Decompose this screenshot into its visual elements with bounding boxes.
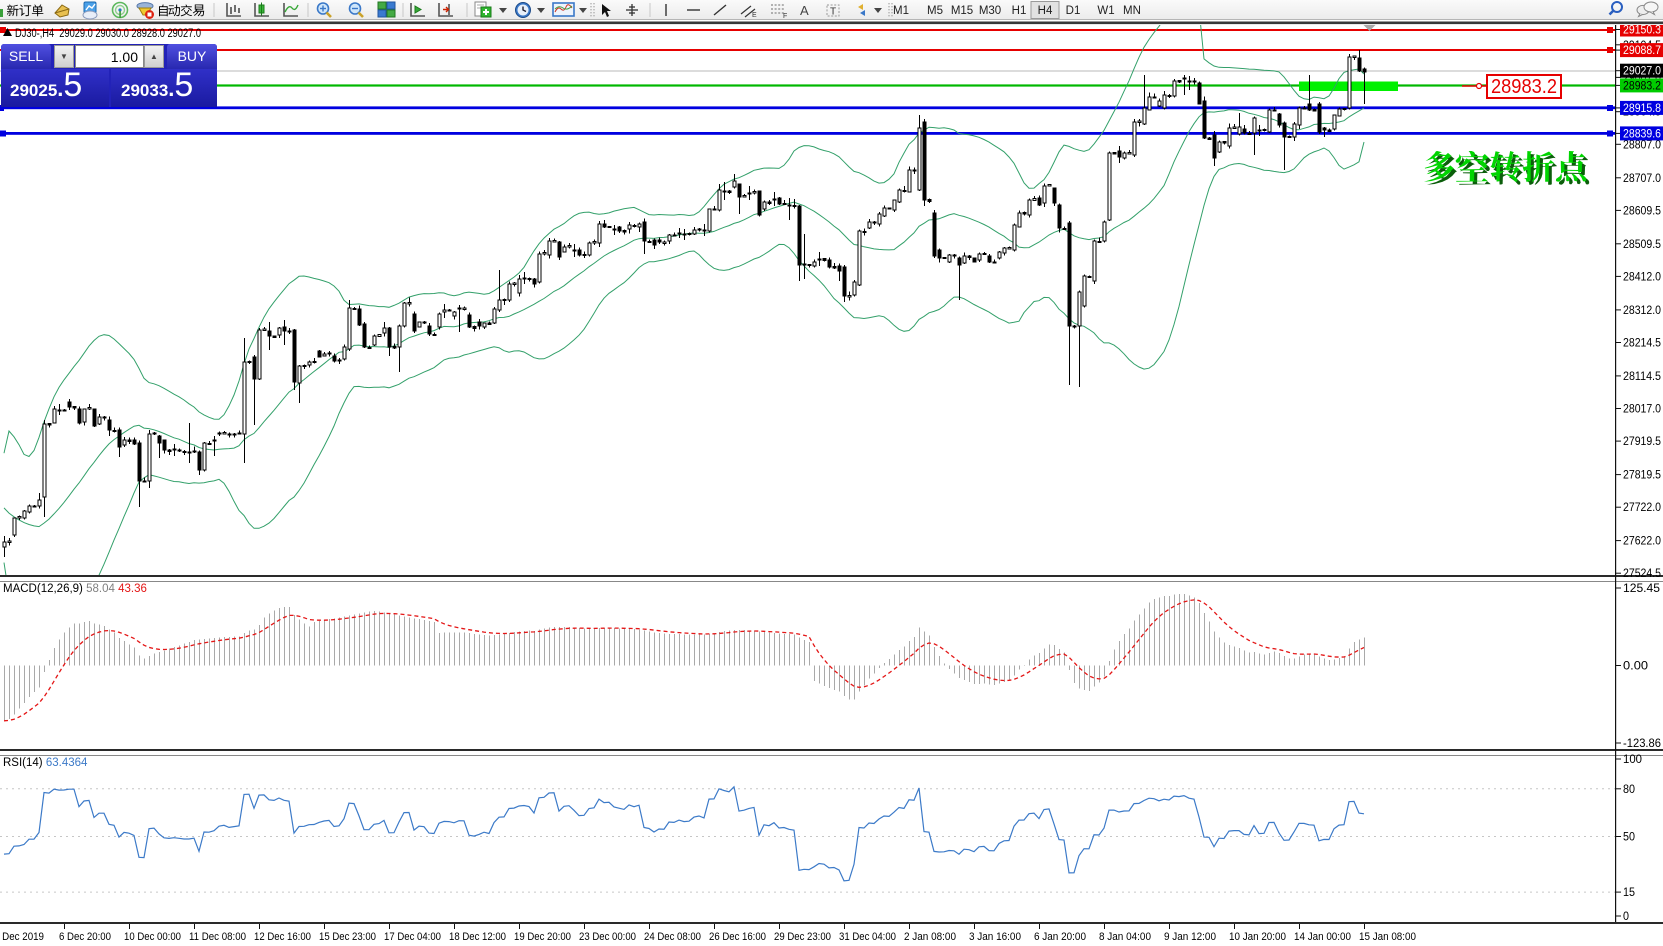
svg-text:DJ30-,H4 29029.0 29030.0 2892: DJ30-,H4 29029.0 29030.0 28928.0 29027.0	[15, 28, 201, 40]
svg-text:3 Jan 16:00: 3 Jan 16:00	[969, 931, 1021, 943]
svg-text:125.45: 125.45	[1623, 583, 1660, 595]
svg-text:29027.0: 29027.0	[1623, 66, 1661, 78]
svg-text:28017.0: 28017.0	[1623, 404, 1661, 416]
svg-text:M1: M1	[893, 5, 909, 17]
svg-text:31 Dec 04:00: 31 Dec 04:00	[839, 931, 896, 943]
svg-text:27722.0: 27722.0	[1623, 502, 1661, 514]
svg-text:18 Dec 12:00: 18 Dec 12:00	[449, 931, 506, 943]
svg-text:28915.8: 28915.8	[1623, 103, 1661, 115]
svg-text:29150.3: 29150.3	[1623, 25, 1661, 37]
svg-text:28983.2: 28983.2	[1491, 76, 1557, 98]
svg-text:0.00: 0.00	[1623, 661, 1648, 673]
svg-text:19 Dec 20:00: 19 Dec 20:00	[514, 931, 571, 943]
svg-text:17 Dec 04:00: 17 Dec 04:00	[384, 931, 441, 943]
svg-text:27919.5: 27919.5	[1623, 436, 1661, 448]
svg-text:D1: D1	[1066, 5, 1081, 17]
svg-text:11 Dec 08:00: 11 Dec 08:00	[189, 931, 246, 943]
svg-text:28839.6: 28839.6	[1623, 128, 1661, 140]
svg-text:6 Dec 20:00: 6 Dec 20:00	[59, 931, 111, 943]
svg-text:W1: W1	[1097, 5, 1114, 17]
svg-text:14 Jan 00:00: 14 Jan 00:00	[1294, 931, 1351, 943]
svg-text:26 Dec 16:00: 26 Dec 16:00	[709, 931, 766, 943]
svg-text:9 Jan 12:00: 9 Jan 12:00	[1164, 931, 1216, 943]
svg-text:F: F	[783, 13, 787, 20]
svg-text:6 Jan 20:00: 6 Jan 20:00	[1034, 931, 1086, 943]
svg-text:A: A	[800, 3, 809, 18]
svg-text:5 Dec 2019: 5 Dec 2019	[0, 931, 44, 943]
svg-text:15: 15	[1623, 887, 1635, 899]
svg-text:12 Dec 16:00: 12 Dec 16:00	[254, 931, 311, 943]
svg-text:29088.7: 29088.7	[1623, 45, 1661, 57]
svg-text:27524.5: 27524.5	[1623, 568, 1661, 580]
svg-text:28114.5: 28114.5	[1623, 371, 1661, 383]
svg-text:100: 100	[1623, 754, 1642, 766]
svg-text:28509.5: 28509.5	[1623, 239, 1661, 251]
svg-text:28312.0: 28312.0	[1623, 305, 1661, 317]
svg-text:28983.2: 28983.2	[1623, 80, 1661, 92]
svg-text:E: E	[752, 12, 757, 19]
svg-text:15 Jan 08:00: 15 Jan 08:00	[1359, 931, 1416, 943]
svg-text:28807.0: 28807.0	[1623, 139, 1661, 151]
svg-text:28609.5: 28609.5	[1623, 205, 1661, 217]
svg-text:M5: M5	[927, 5, 943, 17]
svg-text:RSI(14) 63.4364: RSI(14) 63.4364	[3, 757, 88, 769]
svg-text:2 Jan 08:00: 2 Jan 08:00	[904, 931, 956, 943]
svg-text:24 Dec 08:00: 24 Dec 08:00	[644, 931, 701, 943]
svg-text:M15: M15	[951, 5, 973, 17]
svg-text:23 Dec 00:00: 23 Dec 00:00	[579, 931, 636, 943]
svg-text:8 Jan 04:00: 8 Jan 04:00	[1099, 931, 1151, 943]
svg-text:-123.86: -123.86	[1623, 738, 1661, 750]
svg-text:10 Jan 20:00: 10 Jan 20:00	[1229, 931, 1286, 943]
svg-text:H4: H4	[1038, 5, 1053, 17]
svg-text:10 Dec 00:00: 10 Dec 00:00	[124, 931, 181, 943]
svg-text:0: 0	[1623, 911, 1629, 923]
svg-text:H1: H1	[1012, 5, 1027, 17]
svg-text:MACD(12,26,9) 58.04 43.36: MACD(12,26,9) 58.04 43.36	[3, 583, 147, 595]
svg-text:28214.5: 28214.5	[1623, 338, 1661, 350]
svg-text:MN: MN	[1123, 5, 1141, 17]
svg-text:27622.0: 27622.0	[1623, 536, 1661, 548]
svg-text:15 Dec 23:00: 15 Dec 23:00	[319, 931, 376, 943]
svg-text:M30: M30	[979, 5, 1001, 17]
svg-text:50: 50	[1623, 832, 1635, 844]
svg-text:80: 80	[1623, 784, 1635, 796]
svg-text:T: T	[830, 7, 836, 18]
svg-text:28412.0: 28412.0	[1623, 271, 1661, 283]
svg-text:27819.5: 27819.5	[1623, 470, 1661, 482]
svg-text:28707.0: 28707.0	[1623, 173, 1661, 185]
svg-text:29 Dec 23:00: 29 Dec 23:00	[774, 931, 831, 943]
